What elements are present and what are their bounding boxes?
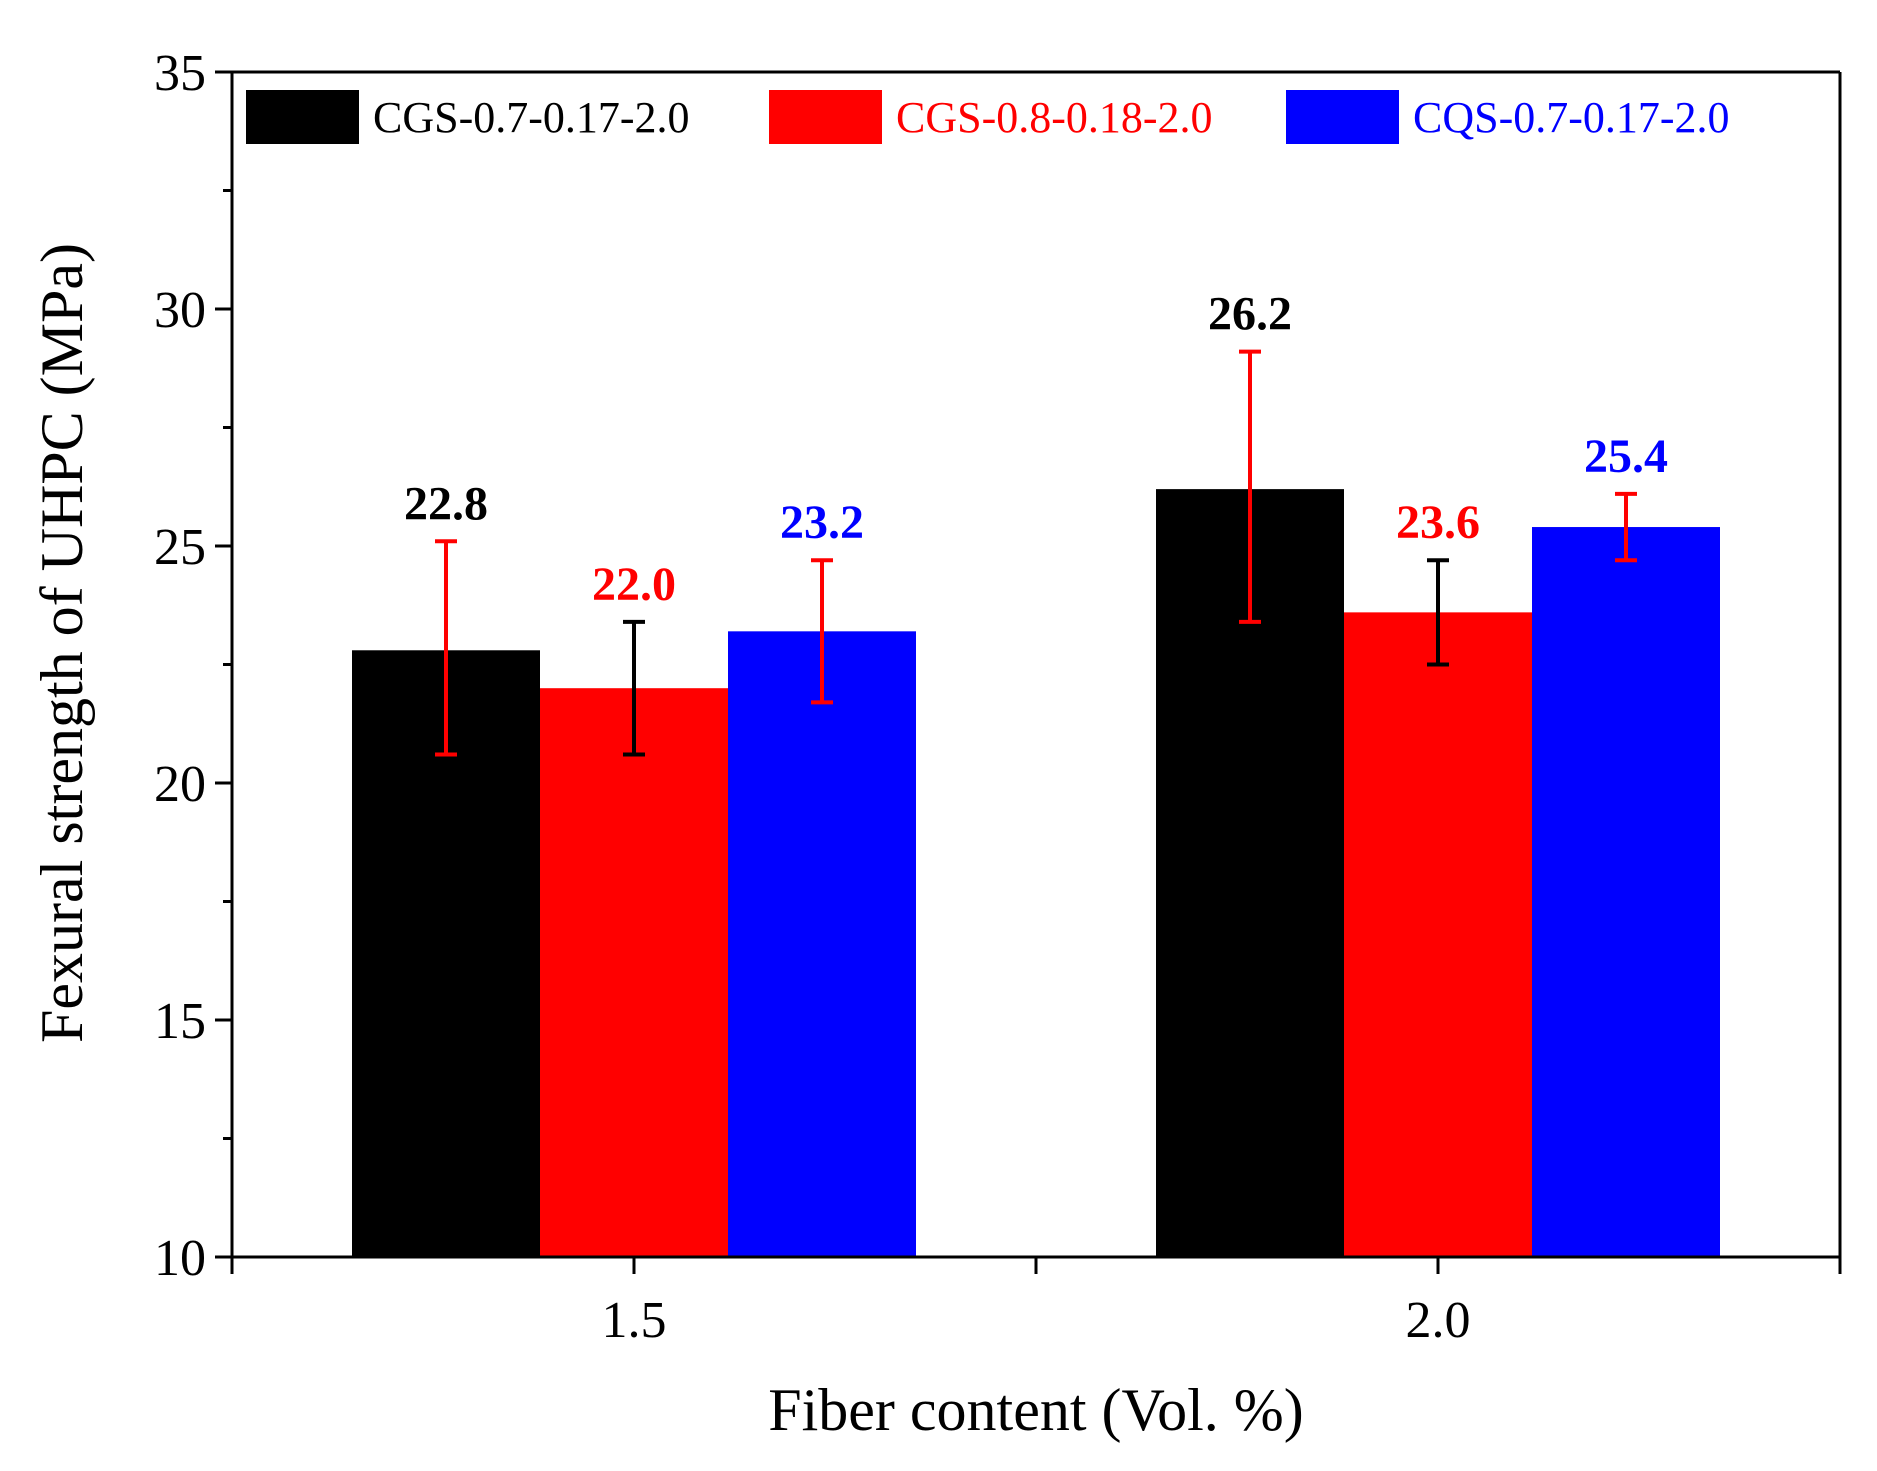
bar-CGS-0.8-0.18-2.0-1.5 [540,688,728,1257]
bar-CQS-0.7-0.17-2.0-1.5 [728,631,916,1257]
y-axis-label: Fexural strength of UHPC (MPa) [29,243,95,1043]
value-label-CQS-0.7-0.17-2.0-2.0: 25.4 [1584,430,1668,483]
value-label-CGS-0.7-0.17-2.0-2.0: 26.2 [1208,288,1292,341]
x-axis-label: Fiber content (Vol. %) [768,1377,1303,1443]
y-tick-label-30: 30 [154,282,206,339]
bar-CGS-0.8-0.18-2.0-2.0 [1344,612,1532,1257]
error-bars-group [435,349,1637,757]
bar-CQS-0.7-0.17-2.0-2.0 [1532,527,1720,1257]
y-tick-label-20: 20 [154,756,206,813]
legend: CGS-0.7-0.17-2.0 CGS-0.8-0.18-2.0 CQS-0.7-… [246,90,1730,144]
value-label-CGS-0.7-0.17-2.0-1.5: 22.8 [404,477,488,530]
legend-swatch-CQS-0.7-0.17-2.0 [1286,90,1399,144]
axes-group: 10 15 20 25 30 35 1.5 2.0 [154,45,1842,1349]
legend-swatch-CGS-0.7-0.17-2.0 [246,90,359,144]
y-tick-label-15: 15 [154,993,206,1050]
x-tick-label-1.5: 1.5 [602,1292,667,1349]
value-labels-group: 22.8 26.2 22.0 23.6 23.2 25.4 [404,288,1668,611]
value-label-CGS-0.8-0.18-2.0-2.0: 23.6 [1396,496,1480,549]
y-tick-label-25: 25 [154,519,206,576]
y-tick-label-10: 10 [154,1230,206,1287]
legend-label-CGS-0.7-0.17-2.0: CGS-0.7-0.17-2.0 [373,93,690,142]
legend-label-CGS-0.8-0.18-2.0: CGS-0.8-0.18-2.0 [896,93,1213,142]
y-tick-label-35: 35 [154,45,206,102]
value-label-CGS-0.8-0.18-2.0-1.5: 22.0 [592,558,676,611]
bars-group [352,489,1720,1257]
legend-swatch-CGS-0.8-0.18-2.0 [769,90,882,144]
legend-label-CQS-0.7-0.17-2.0: CQS-0.7-0.17-2.0 [1413,93,1730,142]
value-label-CQS-0.7-0.17-2.0-1.5: 23.2 [780,496,864,549]
x-tick-label-2.0: 2.0 [1406,1292,1471,1349]
